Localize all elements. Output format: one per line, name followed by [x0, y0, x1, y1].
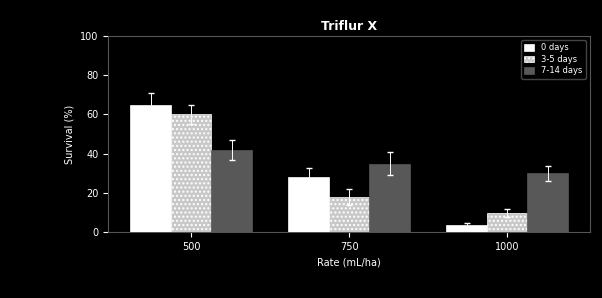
Bar [171, 114, 211, 232]
Title: Triflur X: Triflur X [321, 20, 377, 33]
Bar [487, 213, 527, 232]
Bar [329, 197, 370, 232]
Bar [211, 150, 252, 232]
Bar [370, 164, 410, 232]
Bar [130, 105, 171, 232]
Bar [527, 173, 568, 232]
Y-axis label: Survival (%): Survival (%) [64, 105, 75, 164]
X-axis label: Rate (mL/ha): Rate (mL/ha) [317, 258, 381, 268]
Bar [446, 225, 487, 232]
Legend: 0 days, 3-5 days, 7-14 days: 0 days, 3-5 days, 7-14 days [521, 40, 586, 79]
Bar [288, 177, 329, 232]
